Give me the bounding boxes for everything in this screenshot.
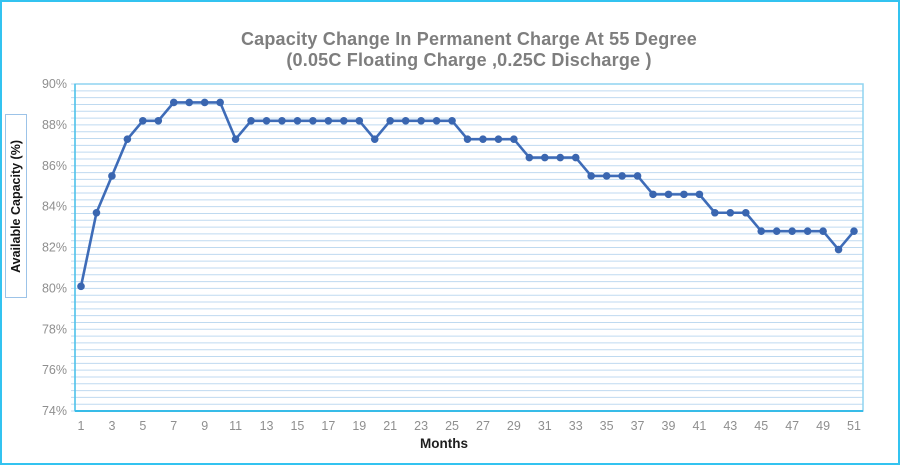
data-point-marker [741, 208, 750, 217]
data-point-marker [139, 116, 147, 125]
data-point-marker [448, 116, 456, 125]
data-point-marker [432, 116, 441, 125]
data-point-marker [355, 116, 364, 125]
data-point-marker [386, 116, 395, 125]
data-point-marker [169, 98, 178, 107]
data-point-marker [850, 227, 858, 235]
data-point-marker [726, 208, 735, 217]
x-tick-label: 3 [108, 419, 115, 433]
data-point-marker [571, 153, 580, 162]
data-point-marker [340, 116, 348, 125]
data-point-marker [262, 116, 271, 125]
data-point-marker [417, 116, 425, 125]
chart-title-line2: (0.05C Floating Charge ,0.25C Discharge … [286, 50, 652, 70]
data-point-marker [711, 208, 719, 217]
data-point-marker [309, 116, 317, 125]
x-tick-label: 41 [692, 419, 706, 433]
data-point-marker [618, 172, 626, 180]
data-point-marker [247, 116, 255, 125]
data-point-marker [401, 116, 410, 125]
data-point-marker [77, 282, 85, 291]
data-point-marker [633, 172, 642, 180]
y-tick-label: 82% [42, 241, 67, 255]
x-tick-label: 9 [201, 419, 208, 433]
data-point-marker [92, 208, 101, 217]
y-tick-label: 80% [42, 281, 67, 295]
y-tick-label: 78% [42, 322, 67, 336]
x-tick-label: 17 [321, 419, 335, 433]
data-point-marker [772, 227, 781, 235]
x-tick-label: 1 [78, 419, 85, 433]
x-tick-label: 25 [445, 419, 459, 433]
x-tick-label: 43 [723, 419, 737, 433]
x-tick-label: 11 [229, 419, 242, 433]
data-point-marker [757, 227, 766, 235]
data-point-marker [494, 135, 503, 143]
y-tick-label: 86% [42, 159, 67, 173]
x-tick-label: 45 [754, 419, 768, 433]
data-point-marker [278, 116, 286, 125]
data-point-marker [664, 190, 673, 199]
x-tick-label: 39 [662, 419, 676, 433]
data-point-marker [649, 190, 657, 199]
x-tick-label: 27 [476, 419, 490, 433]
data-point-marker [803, 227, 812, 235]
data-point-marker [123, 135, 132, 143]
x-tick-label: 37 [631, 419, 645, 433]
y-tick-label: 76% [42, 363, 67, 377]
data-point-marker [154, 116, 163, 125]
chart-title: Capacity Change In Permanent Charge At 5… [75, 29, 863, 71]
x-tick-label: 19 [352, 419, 366, 433]
series-line [79, 101, 856, 288]
data-point-marker [463, 135, 472, 143]
x-tick-label: 15 [290, 419, 304, 433]
data-point-marker [479, 135, 487, 143]
y-axis-title-box: Available Capacity (%) [5, 114, 27, 298]
x-tick-label: 13 [260, 419, 274, 433]
data-point-marker [834, 245, 843, 254]
data-point-marker [680, 190, 688, 199]
data-point-marker [525, 153, 534, 162]
data-point-marker [293, 116, 302, 125]
x-tick-label: 5 [139, 419, 146, 433]
y-tick-label: 90% [42, 77, 67, 91]
data-point-marker [370, 135, 379, 143]
x-tick-label: 31 [538, 419, 552, 433]
data-point-marker [695, 190, 704, 199]
data-point-marker [231, 135, 240, 143]
data-point-marker [510, 135, 518, 143]
y-tick-label: 84% [42, 200, 67, 214]
y-tick-label: 88% [42, 118, 67, 132]
data-point-marker [541, 153, 549, 162]
x-tick-label: 33 [569, 419, 583, 433]
data-point-marker [788, 227, 796, 235]
data-point-marker [200, 98, 209, 107]
x-tick-label: 23 [414, 419, 428, 433]
x-tick-label: 29 [507, 419, 521, 433]
data-point-marker [185, 98, 194, 107]
x-tick-label: 7 [170, 419, 177, 433]
data-point-marker [556, 153, 565, 162]
x-tick-label: 49 [816, 419, 830, 433]
x-axis-title: Months [420, 436, 468, 451]
data-point-marker [602, 172, 611, 180]
data-point-marker [587, 172, 595, 180]
y-tick-label: 74% [42, 404, 67, 418]
x-tick-label: 47 [785, 419, 799, 433]
x-tick-label: 21 [383, 419, 397, 433]
data-point-marker [324, 116, 333, 125]
data-point-marker [108, 172, 116, 180]
x-tick-label: 51 [847, 419, 861, 433]
data-point-marker [819, 227, 827, 235]
data-point-marker [216, 98, 224, 107]
chart-title-line1: Capacity Change In Permanent Charge At 5… [240, 29, 698, 49]
x-tick-label: 35 [600, 419, 614, 433]
